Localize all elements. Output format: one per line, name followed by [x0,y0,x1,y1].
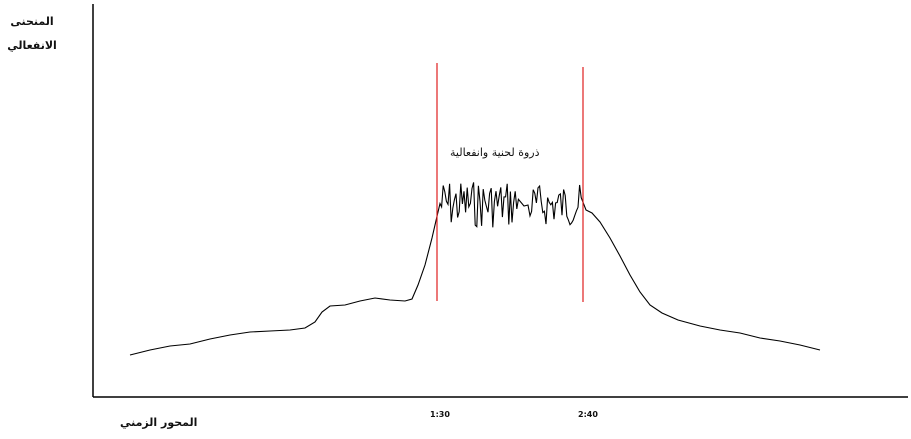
tick-label-end: 2:40 [578,410,598,419]
x-axis-label: المحور الزمني [120,416,198,429]
y-axis-label-line-2: الانفعالي [7,39,57,52]
peak-annotation: ذروة لحنية وانفعالية [450,146,540,159]
y-axis-label: المنحنى الانفعالي [2,10,62,58]
y-axis-label-line-1: المنحنى [10,15,54,28]
emotional-curve [129,182,821,356]
tick-label-start: 1:30 [430,410,450,419]
